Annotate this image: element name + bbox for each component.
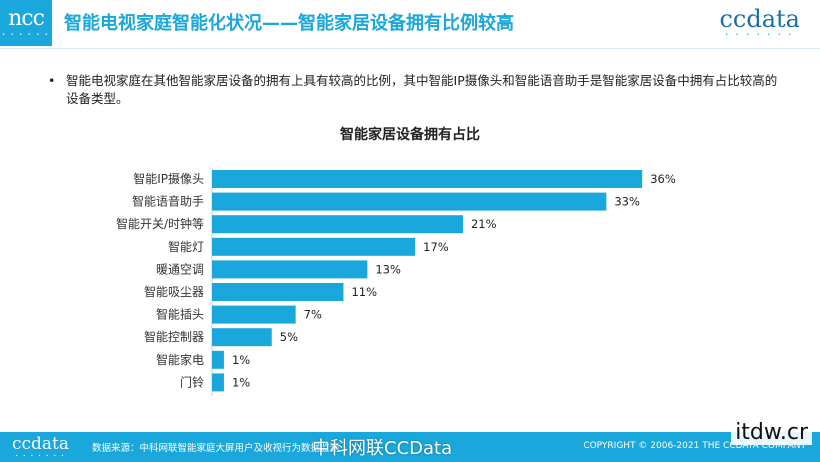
value-label-0: 36% bbox=[650, 172, 676, 186]
category-label-6: 智能插头 bbox=[156, 307, 204, 322]
ccdata-logo-dots: • • • • • • • bbox=[725, 32, 795, 38]
category-label-1: 智能语音助手 bbox=[132, 194, 204, 209]
value-label-6: 7% bbox=[304, 308, 322, 322]
bar-7 bbox=[212, 328, 272, 347]
header: ncc • • • • • • 智能电视家庭智能化状况——智能家居设备拥有比例较… bbox=[0, 0, 820, 52]
data-source: 数据来源：中科网联智能家庭大屏用户及收视行为数据监测 bbox=[92, 443, 340, 454]
category-label-4: 暖通空调 bbox=[156, 262, 204, 276]
bar-4 bbox=[212, 260, 368, 279]
value-label-5: 11% bbox=[351, 285, 377, 299]
bar-chart: 智能IP摄像头 36% 智能语音助手 33% 智能开关/时钟等 21% 智能灯 17% 暖通空调… bbox=[116, 168, 676, 396]
category-label-5: 智能吸尘器 bbox=[144, 284, 204, 299]
bar-0 bbox=[212, 170, 643, 188]
ccdata-logo: ccdata • • • • • • • bbox=[719, 6, 800, 38]
bar-5 bbox=[212, 283, 344, 301]
ncc-logo-dots: • • • • • • bbox=[2, 32, 50, 38]
ncc-logo-text: ncc bbox=[8, 6, 45, 31]
value-label-4: 13% bbox=[375, 262, 401, 276]
category-label-9: 门铃 bbox=[180, 374, 204, 389]
category-label-3: 智能灯 bbox=[168, 239, 204, 254]
footer-logo: ccdata • • • • • • • bbox=[12, 435, 69, 458]
category-label-7: 智能控制器 bbox=[144, 329, 204, 344]
value-label-7: 5% bbox=[280, 330, 298, 344]
value-label-9: 1% bbox=[232, 375, 250, 389]
bar-9 bbox=[212, 373, 224, 392]
ccdata-logo-text: ccdata bbox=[719, 5, 800, 33]
header-divider bbox=[0, 48, 820, 49]
bullet-dot-icon: • bbox=[48, 73, 56, 88]
bar-2 bbox=[212, 215, 463, 234]
footer: ccdata • • • • • • • 数据来源：中科网联智能家庭大屏用户及收… bbox=[0, 432, 820, 462]
site-watermark: itdw.cr bbox=[731, 420, 812, 445]
bar-1 bbox=[212, 192, 607, 211]
chart-title: 智能家居设备拥有占比 bbox=[340, 127, 480, 143]
value-label-2: 21% bbox=[471, 217, 497, 231]
page-title: 智能电视家庭智能化状况——智能家居设备拥有比例较高 bbox=[64, 13, 514, 34]
footer-logo-dots: • • • • • • • bbox=[15, 453, 66, 458]
category-label-0: 智能IP摄像头 bbox=[133, 171, 204, 186]
copyright: COPYRIGHT © 2006-2021 THE CCDATA COMPANY bbox=[583, 441, 806, 451]
category-label-2: 智能开关/时钟等 bbox=[116, 216, 204, 231]
summary-text: 智能电视家庭在其他智能家居设备的拥有上具有较高的比例，其中智能IP摄像头和智能语… bbox=[66, 73, 778, 106]
category-label-8: 智能家电 bbox=[156, 352, 204, 367]
weibo-watermark: 中科网联CCData bbox=[312, 438, 453, 459]
footer-logo-text: ccdata bbox=[12, 434, 70, 454]
bar-8 bbox=[212, 350, 224, 369]
ncc-logo: ncc • • • • • • bbox=[0, 0, 52, 46]
bar-3 bbox=[212, 237, 416, 256]
value-label-3: 17% bbox=[423, 240, 449, 254]
value-label-8: 1% bbox=[232, 353, 250, 367]
value-label-1: 33% bbox=[614, 195, 640, 209]
summary-bullet: • 智能电视家庭在其他智能家居设备的拥有上具有较高的比例，其中智能IP摄像头和智… bbox=[48, 72, 788, 108]
bar-6 bbox=[212, 305, 296, 324]
